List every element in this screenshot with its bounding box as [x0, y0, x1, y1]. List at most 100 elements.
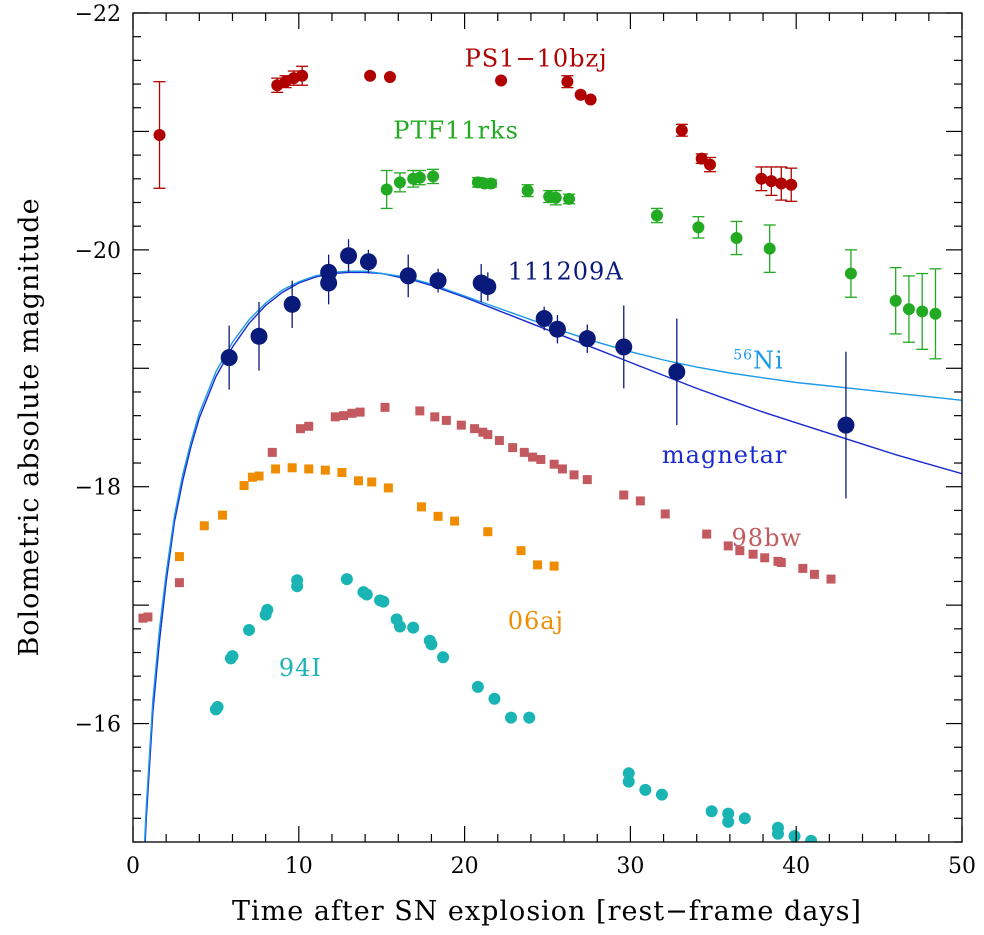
data-point: [574, 88, 587, 101]
data-point: [837, 416, 855, 434]
data-point: [549, 191, 562, 204]
series-label-06aj: 06aj: [508, 607, 564, 635]
data-point: [478, 427, 488, 437]
data-point: [523, 711, 536, 724]
data-point: [508, 443, 518, 453]
data-point: [695, 152, 708, 165]
data-point: [776, 558, 786, 568]
data-point: [889, 294, 902, 307]
data-point: [619, 490, 629, 500]
data-point: [902, 303, 915, 316]
data-point: [304, 421, 314, 431]
data-point: [220, 349, 238, 367]
data-point: [359, 253, 377, 271]
data-point: [143, 612, 153, 622]
data-point: [320, 465, 330, 475]
data-point: [765, 175, 778, 188]
data-point: [668, 363, 686, 381]
data-point: [615, 338, 633, 356]
data-point: [218, 510, 228, 520]
series-ptf11rks: [380, 168, 942, 360]
data-point: [483, 430, 493, 440]
data-point: [450, 516, 460, 526]
data-point: [254, 471, 264, 481]
data-point: [441, 415, 451, 425]
data-point: [675, 124, 688, 137]
y-tick-label: −22: [75, 2, 121, 27]
data-point: [485, 177, 498, 190]
data-point: [516, 546, 526, 556]
data-point: [488, 692, 501, 705]
x-tick-label: 10: [285, 854, 313, 879]
data-point: [763, 242, 776, 255]
data-point: [483, 527, 493, 537]
data-point: [377, 595, 390, 608]
data-point: [730, 232, 743, 245]
series-06aj: [174, 463, 559, 571]
y-tick-label: −18: [75, 476, 121, 501]
y-tick-label: −20: [75, 239, 121, 264]
data-point: [239, 481, 249, 491]
data-point: [360, 588, 373, 601]
series-111209a: [220, 239, 855, 499]
data-point: [353, 476, 363, 486]
data-point: [471, 680, 484, 693]
data-point: [340, 247, 358, 265]
data-point: [211, 700, 224, 713]
data-point: [320, 274, 338, 292]
data-point: [505, 711, 518, 724]
x-tick-label: 0: [126, 854, 140, 879]
series-ps1-10bzj: [153, 65, 798, 202]
data-point: [635, 496, 645, 506]
data-point: [430, 412, 440, 422]
data-point: [380, 183, 393, 196]
data-point: [243, 624, 256, 637]
data-point: [549, 459, 559, 469]
data-point: [722, 815, 735, 828]
data-point: [393, 176, 406, 189]
series-label-94i: 94I: [279, 654, 322, 682]
data-point: [528, 452, 538, 462]
x-tick-label: 50: [948, 854, 976, 879]
data-point: [650, 209, 663, 222]
data-point: [383, 70, 396, 83]
series-98bw: [138, 402, 836, 623]
data-point: [267, 447, 277, 457]
data-point: [929, 307, 942, 320]
data-point: [494, 436, 504, 446]
data-point: [153, 128, 166, 141]
data-point: [775, 177, 788, 190]
data-point: [291, 574, 304, 587]
data-point: [174, 578, 184, 588]
data-point: [521, 184, 534, 197]
data-point: [692, 221, 705, 234]
data-point: [557, 464, 567, 474]
x-axis-title: Time after SN explosion [rest−frame days…: [232, 896, 862, 927]
data-point: [380, 402, 390, 412]
data-point: [355, 407, 365, 417]
data-point: [826, 574, 836, 584]
data-point: [383, 483, 393, 493]
data-point: [295, 424, 305, 434]
data-point: [199, 521, 209, 531]
data-point: [437, 651, 450, 664]
data-point: [535, 310, 553, 328]
data-point: [533, 560, 543, 570]
data-point: [916, 305, 929, 318]
data-point: [393, 620, 406, 633]
data-point: [247, 472, 257, 482]
data-point: [416, 502, 426, 512]
data-point: [738, 812, 751, 825]
data-point: [785, 178, 798, 191]
data-point: [805, 834, 818, 842]
x-tick-label: 30: [616, 854, 644, 879]
data-point: [569, 470, 579, 480]
model-label-main: Ni: [753, 346, 784, 374]
data-point: [723, 541, 733, 551]
model-curve-magnetar: [144, 271, 962, 842]
data-point: [549, 561, 559, 571]
data-layer: [138, 65, 962, 842]
data-point: [660, 509, 670, 519]
data-point: [578, 330, 596, 348]
